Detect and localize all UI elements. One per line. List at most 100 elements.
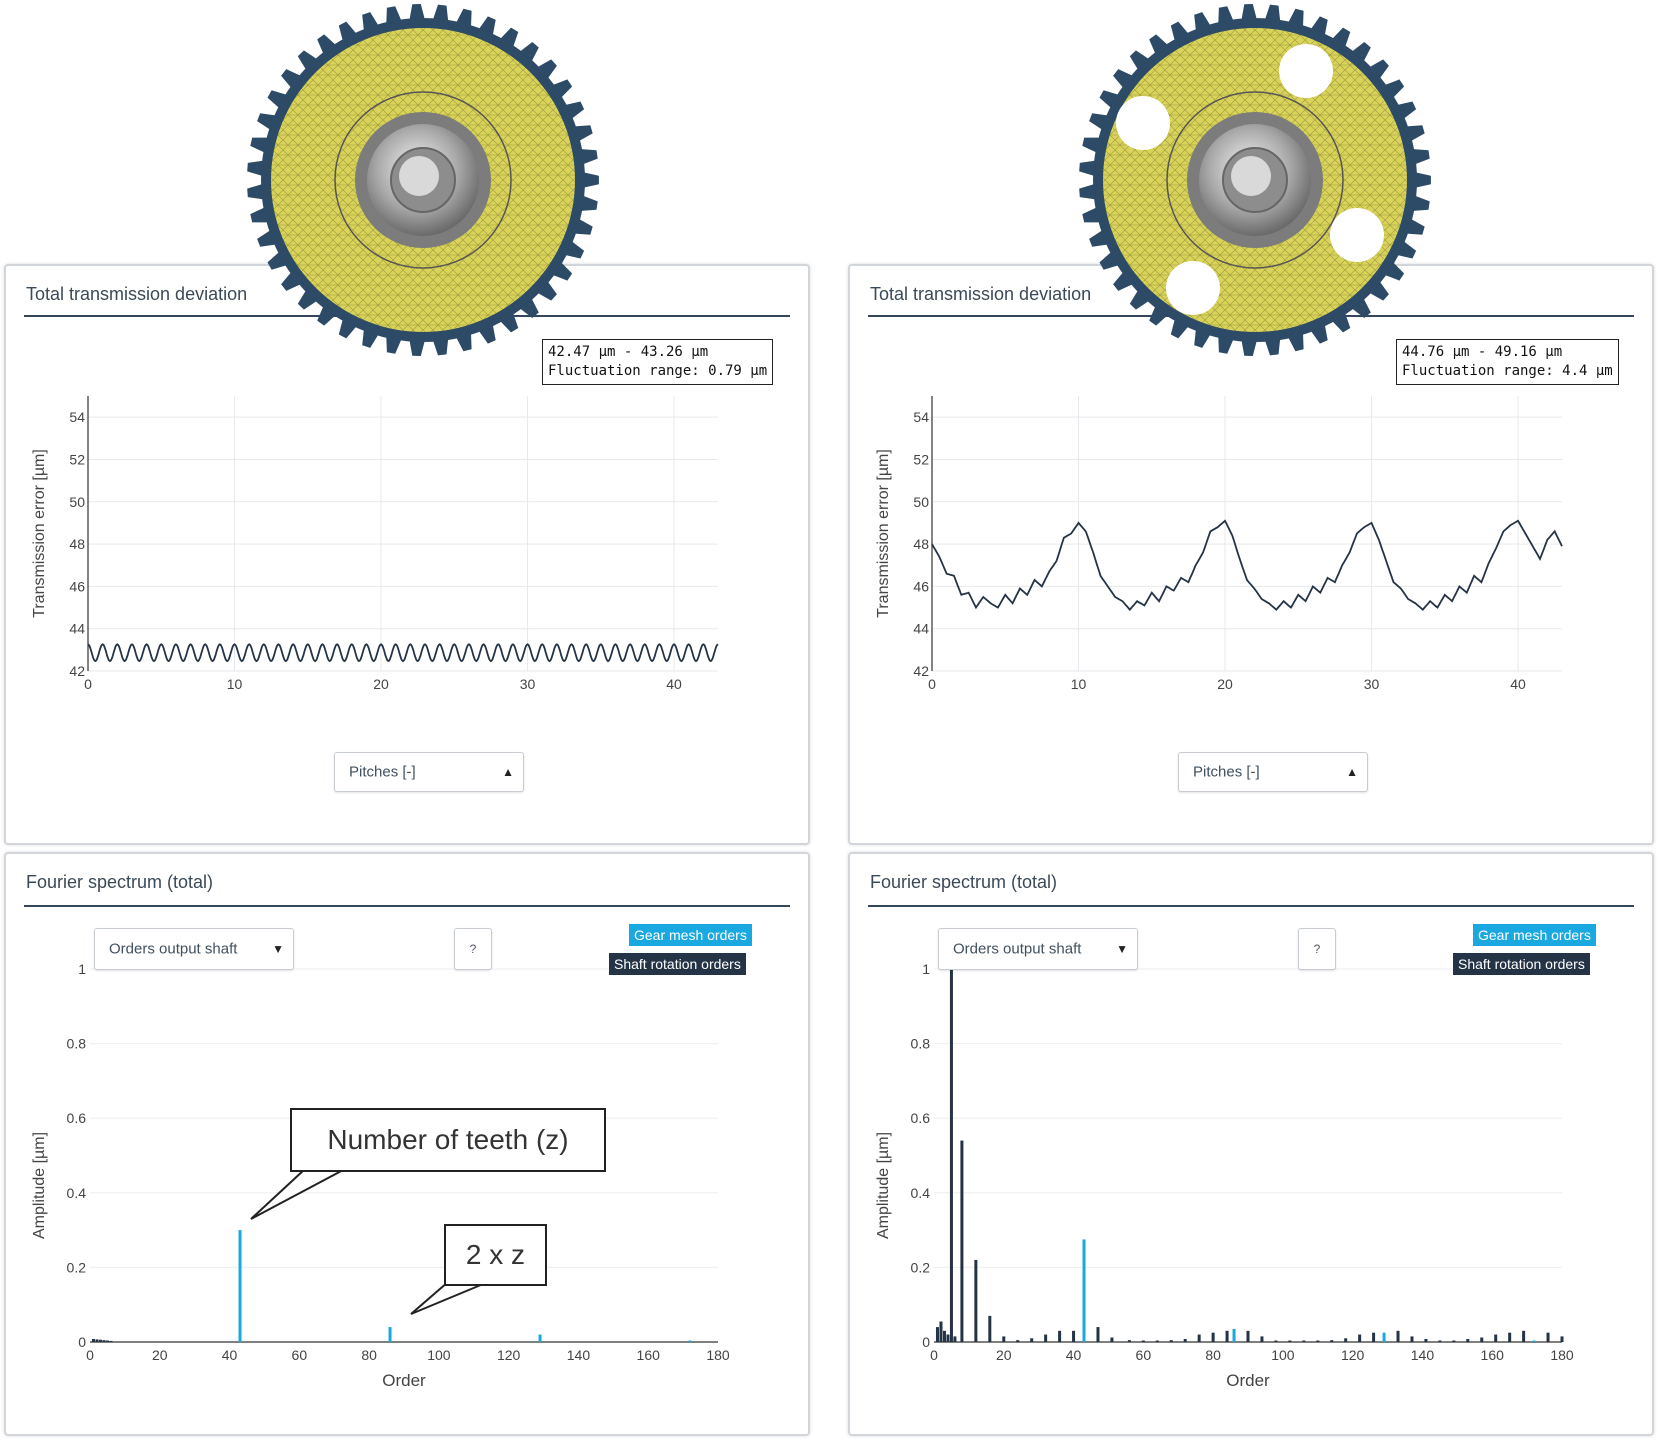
x-tick-label: 40 — [1066, 1347, 1082, 1363]
gear-teeth — [247, 4, 599, 356]
gear-tooth — [1330, 27, 1351, 50]
lightening-hole — [1279, 44, 1333, 98]
gear-tooth — [1129, 287, 1152, 310]
x-tick-label: 20 — [373, 676, 389, 692]
shaft-rotation-order-bar — [1410, 1336, 1414, 1342]
gear-tooth — [517, 42, 539, 64]
x-tick-label: 60 — [1136, 1347, 1152, 1363]
y-axis-label: Transmission error [µm] — [875, 449, 892, 618]
shaft-rotation-order-bar — [1141, 1340, 1145, 1342]
triangle-up-icon: ▲ — [1346, 765, 1358, 779]
transmission-error-line — [87, 643, 719, 663]
x-tick-label: 0 — [930, 1347, 938, 1363]
gear-tooth — [1241, 337, 1258, 356]
shaft-rotation-order-bar — [95, 1339, 99, 1342]
gear-mesh-image-right — [1079, 4, 1431, 356]
shaft-rotation-order-bar — [949, 969, 953, 1342]
gear-tooth — [297, 287, 320, 310]
shaft-rotation-order-bar — [1169, 1340, 1173, 1342]
gear-tooth — [409, 337, 426, 356]
gear-tooth — [317, 303, 338, 326]
range-values: 42.47 µm - 43.26 µm — [548, 344, 709, 360]
shaft-rotation-order-bar — [1072, 1330, 1076, 1342]
legend-shaft-rotation-orders[interactable]: Shaft rotation orders — [609, 953, 746, 975]
shaft-rotation-order-bar — [939, 1321, 943, 1342]
gear-tooth — [550, 79, 573, 100]
x-tick-label: 10 — [227, 676, 243, 692]
y-tick-label: 0.4 — [67, 1185, 87, 1201]
y-tick-label: 54 — [69, 409, 85, 425]
lightening-hole — [1166, 261, 1220, 315]
x-tick-label: 0 — [86, 1347, 94, 1363]
shaft-rotation-order-bar — [1110, 1337, 1114, 1342]
panel-title: Total transmission deviation — [26, 284, 248, 304]
x-axis-select[interactable]: Pitches [-] ▲ — [334, 752, 524, 792]
x-tick-label: 20 — [996, 1347, 1012, 1363]
legend-gear-mesh-orders[interactable]: Gear mesh orders — [1473, 924, 1596, 946]
x-tick-label: 30 — [1364, 676, 1380, 692]
y-tick-label: 44 — [69, 621, 85, 637]
shaft-rotation-order-bar — [1466, 1339, 1470, 1342]
gear-tooth — [1382, 79, 1405, 100]
gear-teeth — [1079, 4, 1431, 356]
callout-number-of-teeth: Number of teeth (z) — [290, 1108, 606, 1172]
shaft-rotation-order-bar — [1560, 1336, 1564, 1342]
gear-tooth — [1349, 296, 1371, 318]
gear-tooth — [535, 279, 557, 301]
shaft-rotation-order-bar — [1155, 1340, 1159, 1342]
x-tick-label: 140 — [567, 1347, 591, 1363]
orders-select[interactable]: Orders output shaft ▼ — [94, 928, 294, 970]
x-tick-label: 80 — [1205, 1347, 1221, 1363]
shaft-rotation-order-bar — [1344, 1338, 1348, 1342]
y-tick-label: 52 — [69, 451, 85, 467]
shaft-rotation-order-bar — [102, 1340, 106, 1342]
gear-tooth — [498, 310, 519, 333]
x-axis-label: Order — [1226, 1371, 1270, 1390]
shaft-end — [1231, 156, 1271, 196]
gear-tooth — [1149, 303, 1170, 326]
y-tick-label: 46 — [913, 578, 929, 594]
shaft-rotation-order-bar — [1058, 1330, 1062, 1342]
legend-shaft-rotation-orders[interactable]: Shaft rotation orders — [1453, 953, 1590, 975]
y-tick-label: 0.2 — [67, 1259, 87, 1275]
y-axis-label: Amplitude [µm] — [875, 1132, 892, 1239]
gear-mesh-order-bar — [1532, 1340, 1536, 1342]
x-tick-label: 40 — [1510, 676, 1526, 692]
orders-select[interactable]: Orders output shaft ▼ — [938, 928, 1138, 970]
lightening-hole — [1116, 96, 1170, 150]
shaft-rotation-order-bar — [1183, 1339, 1187, 1342]
y-axis-label: Amplitude [µm] — [31, 1132, 48, 1239]
shaft-rotation-order-bar — [1424, 1339, 1428, 1342]
help-button[interactable]: ? — [1298, 928, 1336, 970]
y-tick-label: 48 — [913, 536, 929, 552]
x-tick-label: 160 — [637, 1347, 661, 1363]
gear-tooth — [317, 34, 338, 57]
gear-tooth — [297, 50, 320, 73]
gear-mesh-order-bar — [688, 1340, 692, 1342]
gear-tooth — [281, 269, 304, 291]
gear-tooth — [1241, 4, 1258, 23]
gear-tooth — [281, 69, 304, 91]
shaft-rotation-order-bar — [1127, 1340, 1131, 1342]
shaft-rotation-order-bar — [1330, 1340, 1334, 1342]
shaft-rotation-order-bar — [1438, 1340, 1442, 1342]
x-tick-label: 120 — [1341, 1347, 1365, 1363]
help-button[interactable]: ? — [454, 928, 492, 970]
select-label: Pitches [-] — [349, 763, 416, 781]
shaft-rotation-order-bar — [1316, 1340, 1320, 1342]
y-tick-label: 0.6 — [67, 1110, 87, 1126]
y-tick-label: 0.6 — [911, 1110, 931, 1126]
shaft-rotation-order-bar — [960, 1140, 964, 1342]
x-tick-label: 10 — [1071, 676, 1087, 692]
x-axis-select[interactable]: Pitches [-] ▲ — [1178, 752, 1368, 792]
gear-tooth — [1349, 42, 1371, 64]
x-tick-label: 80 — [361, 1347, 377, 1363]
shaft-rotation-order-bar — [1358, 1334, 1362, 1342]
y-tick-label: 42 — [913, 663, 929, 679]
gear-tooth — [1330, 310, 1351, 333]
gear-tooth — [1382, 260, 1405, 281]
gear-tooth — [550, 260, 573, 281]
legend-gear-mesh-orders[interactable]: Gear mesh orders — [629, 924, 752, 946]
y-tick-label: 42 — [69, 663, 85, 679]
transmission-error-line — [931, 519, 1563, 612]
